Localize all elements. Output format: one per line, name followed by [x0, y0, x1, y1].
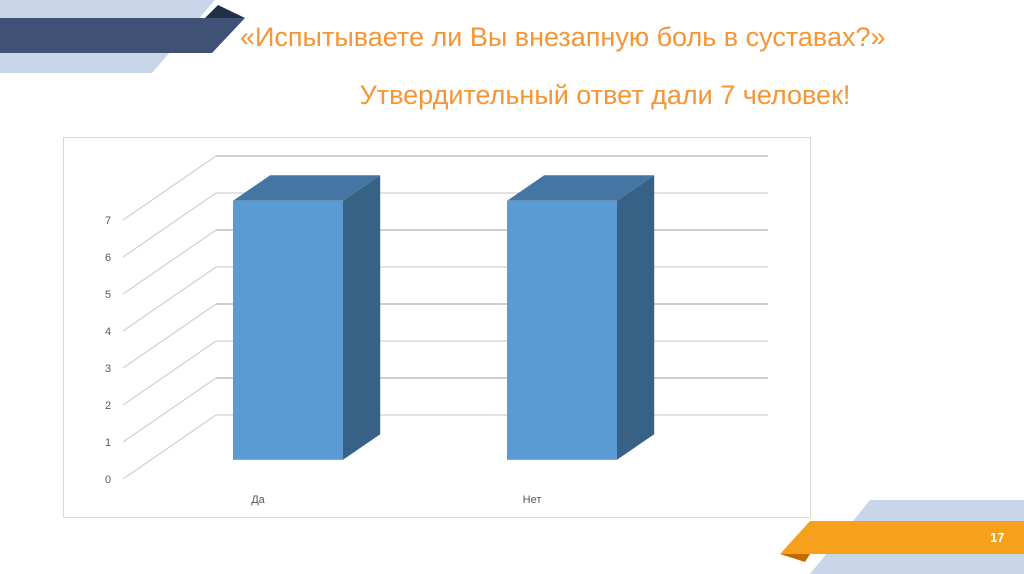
bar — [507, 200, 617, 460]
gridline-side — [122, 340, 217, 406]
y-tick-label: 4 — [105, 326, 111, 338]
bar-top — [507, 175, 655, 201]
gridline-side — [122, 266, 217, 332]
y-tick-label: 7 — [105, 215, 111, 227]
gridline-side — [122, 192, 217, 258]
y-tick-label: 1 — [105, 437, 111, 449]
bar-side — [343, 175, 381, 460]
slide-title: «Испытываете ли Вы внезапную боль в суст… — [240, 22, 886, 52]
y-tick-label: 0 — [105, 474, 111, 486]
gridline-side — [122, 303, 217, 369]
y-tick-label: 5 — [105, 289, 111, 301]
bottom-right-banner — [780, 500, 1024, 574]
y-tick-label: 2 — [105, 400, 111, 412]
gridline-side — [122, 155, 217, 221]
top-left-banner — [0, 0, 245, 73]
gridline-side — [122, 414, 217, 480]
y-tick-label: 6 — [105, 252, 111, 264]
page-number: 17 — [990, 530, 1005, 545]
chart-area — [63, 137, 811, 518]
bar-top — [233, 175, 381, 201]
y-tick-label: 3 — [105, 363, 111, 375]
gridline-side — [122, 229, 217, 295]
x-tick-label: Да — [251, 494, 265, 506]
bar — [233, 200, 343, 460]
gridline-side — [122, 377, 217, 443]
slide-subtitle: Утвердительный ответ дали 7 человек! — [359, 80, 851, 110]
bar-side — [617, 175, 655, 460]
x-tick-label: Нет — [523, 494, 542, 506]
